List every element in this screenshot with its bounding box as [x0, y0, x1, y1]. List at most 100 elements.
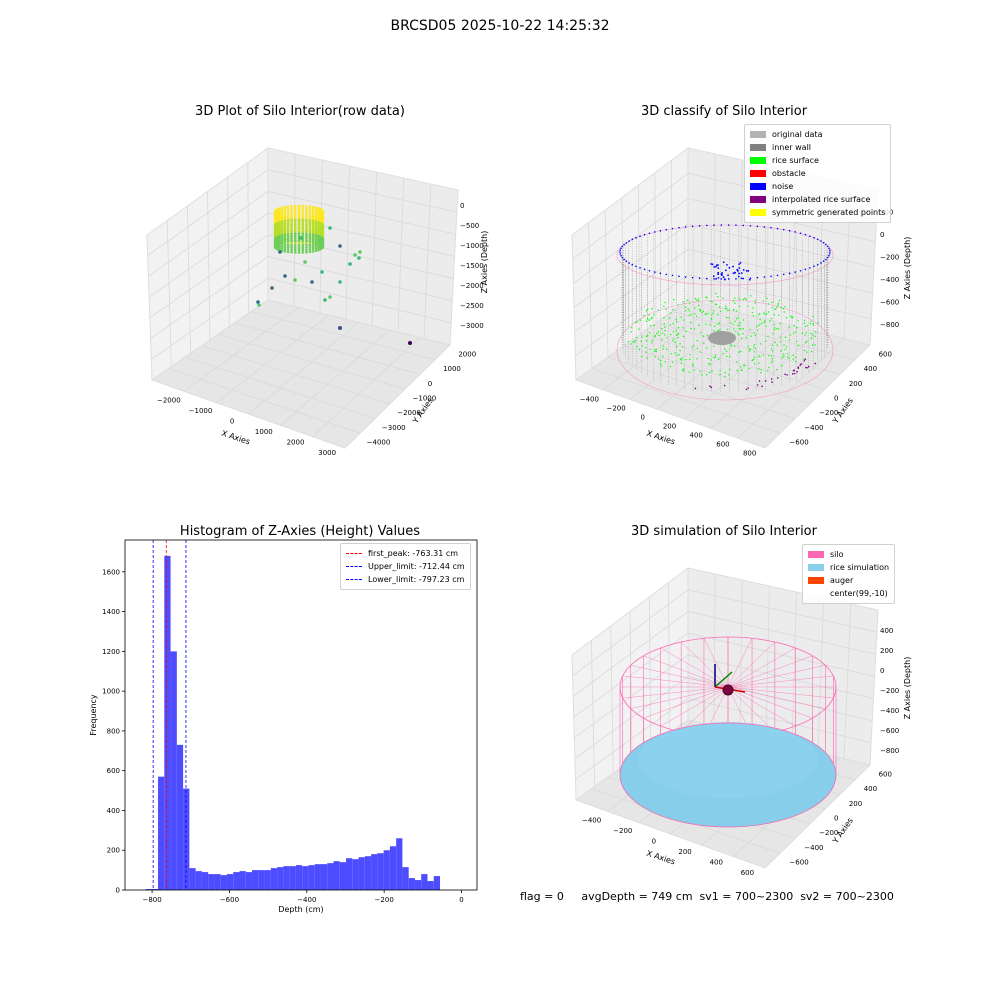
p1-data-point — [317, 218, 320, 222]
p1-data-point — [280, 213, 284, 216]
p1-data-point — [314, 208, 318, 212]
histogram-bar — [402, 867, 409, 890]
p2-rice-surface-point — [738, 334, 740, 336]
legend-swatch — [750, 144, 766, 151]
p1-data-point — [328, 226, 332, 230]
p2-rice-surface-point — [771, 360, 773, 362]
p1-data-point — [319, 247, 322, 251]
p2-rice-surface-point — [772, 332, 774, 335]
p1-data-point — [338, 326, 342, 330]
p1-data-point — [301, 246, 305, 250]
p1-data-point — [286, 209, 290, 213]
p2-rice-surface-point — [662, 348, 664, 350]
p2-gridline — [687, 223, 875, 268]
p2-noise-point — [717, 273, 719, 276]
p2-rice-surface-point — [645, 310, 648, 312]
p1-data-point — [276, 207, 279, 211]
p2-rice-surface-point — [711, 314, 713, 316]
p1-data-point — [314, 222, 318, 226]
p2-noise-point — [705, 224, 708, 227]
histogram-bar — [295, 865, 303, 890]
rice-simulation-mound — [638, 722, 818, 798]
p2-interpolated-point — [771, 381, 773, 383]
p2-rice-surface-point — [754, 334, 757, 337]
p2-interpolated-point — [796, 370, 798, 373]
auger-marker — [722, 684, 734, 696]
legend-swatch — [750, 209, 766, 216]
p1-y-tick-label: 0 — [428, 380, 432, 388]
p2-rice-surface-point — [768, 354, 770, 357]
histogram-bar — [364, 856, 372, 890]
p1-data-point — [293, 213, 297, 217]
p2-rice-surface-point — [696, 340, 699, 342]
p1-data-point — [321, 244, 325, 247]
p2-rice-surface-point — [661, 338, 663, 341]
p2-rice-surface-point — [670, 312, 672, 314]
p2-noise-point — [722, 276, 725, 279]
p1-data-point — [408, 341, 412, 345]
p2-rice-surface-point — [810, 337, 813, 339]
p4-gridline — [817, 597, 825, 753]
p2-rice-surface-point — [785, 346, 788, 348]
p2-rice-surface-point — [753, 332, 755, 334]
p2-rice-surface-point — [705, 296, 707, 298]
p2-rice-surface-point — [675, 329, 678, 332]
p1-y-tick-label: 1000 — [443, 365, 461, 373]
p2-rice-surface-point — [661, 328, 663, 330]
p2-rice-surface-point — [689, 354, 691, 356]
silo-roof-line — [622, 686, 729, 699]
p1-data-point — [290, 248, 293, 252]
legend-entry: obstacle — [750, 167, 885, 180]
p2-z-tick-label: −600 — [880, 298, 899, 306]
p2-noise-point — [659, 272, 662, 275]
p2-rice-surface-point — [701, 311, 703, 314]
p2-rice-surface-point — [770, 362, 773, 364]
p2-noise-point — [628, 240, 630, 242]
p2-rice-surface-point — [747, 305, 749, 307]
panel4-title: 3D simulation of Silo Interior — [631, 524, 817, 539]
p1-data-point — [317, 216, 320, 219]
p2-rice-surface-point — [738, 351, 740, 353]
p2-rice-surface-point — [760, 322, 763, 325]
p1-data-point — [297, 216, 301, 219]
p2-rice-surface-point — [810, 350, 813, 353]
histogram-bar — [333, 861, 340, 890]
p2-rice-surface-point — [814, 344, 816, 346]
p4-gridline — [843, 603, 852, 759]
p2-noise-point — [648, 232, 651, 235]
histogram-bar — [346, 858, 353, 890]
histogram-bar — [176, 744, 184, 890]
p2-rice-surface-point — [717, 296, 719, 298]
p2-rice-surface-point — [801, 332, 803, 334]
p2-noise-point — [782, 273, 785, 276]
p1-data-point — [278, 234, 281, 238]
p1-data-point — [278, 244, 281, 247]
p2-rice-surface-point — [762, 300, 765, 302]
p2-rice-surface-point — [684, 306, 687, 308]
p1-data-point — [283, 245, 287, 249]
p1-data-point — [283, 243, 287, 246]
legend-swatch — [808, 564, 824, 571]
p1-data-point — [301, 213, 305, 217]
p2-rice-surface-point — [718, 358, 720, 360]
p2-noise-point — [742, 269, 745, 271]
p2-rice-surface-point — [691, 346, 693, 348]
y-tick-label: 1400 — [102, 608, 120, 616]
p2-rice-surface-point — [696, 315, 698, 317]
p2-noise-point — [794, 271, 797, 273]
p2-noise-point — [794, 231, 797, 233]
p1-data-point — [283, 228, 287, 232]
histogram-bar — [352, 859, 359, 890]
p1-data-point — [301, 216, 305, 219]
histogram-bar — [233, 872, 240, 890]
p2-rice-surface-point — [724, 371, 726, 374]
p1-data-point — [283, 205, 287, 209]
p2-rice-surface-point — [792, 332, 795, 334]
p2-rice-surface-point — [672, 309, 674, 311]
p2-rice-surface-point — [811, 334, 814, 336]
p2-noise-point — [720, 224, 723, 226]
p2-rice-surface-point — [753, 351, 755, 353]
p1-data-point — [311, 221, 315, 225]
p2-rice-surface-point — [795, 340, 798, 343]
p1-data-point — [293, 218, 297, 222]
